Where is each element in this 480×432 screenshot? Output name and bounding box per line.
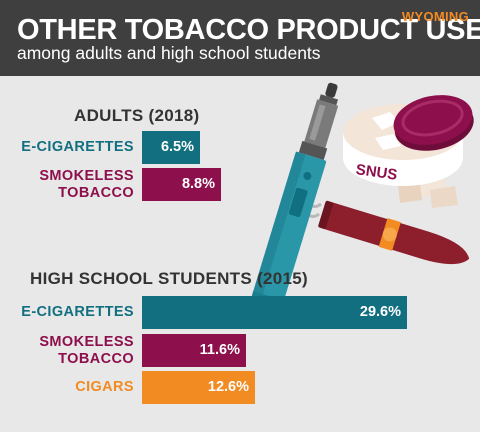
snus-tin-icon: SNUS: [343, 95, 474, 208]
e-cigarette-icon: [250, 82, 339, 309]
bar: 11.6%: [142, 334, 246, 367]
section-title-adults: ADULTS (2018): [74, 106, 200, 125]
bar-label-line: TOBACCO: [58, 185, 134, 201]
bar-label-line: CIGARS: [75, 379, 134, 395]
bar-label: CIGARS: [75, 379, 134, 396]
bar-label-line: SMOKELESS: [39, 168, 134, 184]
bar: 6.5%: [142, 131, 200, 164]
bar-label-line: E-CIGARETTES: [21, 304, 134, 320]
bar-value-label: 12.6%: [207, 379, 249, 395]
bar-label: SMOKELESS TOBACCO: [39, 334, 134, 368]
header-banner: OTHER TOBACCO PRODUCT USE among adults a…: [0, 0, 480, 76]
bar: 12.6%: [142, 371, 255, 404]
bar: 8.8%: [142, 168, 221, 201]
page-title: OTHER TOBACCO PRODUCT USE: [17, 14, 480, 46]
bar-value-label: 11.6%: [199, 342, 240, 358]
section-title-high-school: HIGH SCHOOL STUDENTS (2015): [30, 269, 308, 288]
snus-label: SNUS: [355, 161, 399, 184]
state-label: WYOMING: [401, 9, 469, 24]
bar-label: E-CIGARETTES: [21, 304, 134, 321]
bar-value-label: 6.5%: [160, 139, 194, 155]
bar-value-label: 8.8%: [181, 176, 215, 192]
cigar-icon: [294, 200, 470, 265]
page-subtitle: among adults and high school students: [17, 43, 321, 63]
bar-label: E-CIGARETTES: [21, 139, 134, 156]
bar-label-line: TOBACCO: [58, 351, 134, 367]
bar: 29.6%: [142, 296, 407, 329]
bar-label-line: SMOKELESS: [39, 334, 134, 350]
bar-value-label: 29.6%: [359, 304, 401, 320]
bar-label-line: E-CIGARETTES: [21, 139, 134, 155]
bar-label: SMOKELESS TOBACCO: [39, 168, 134, 202]
